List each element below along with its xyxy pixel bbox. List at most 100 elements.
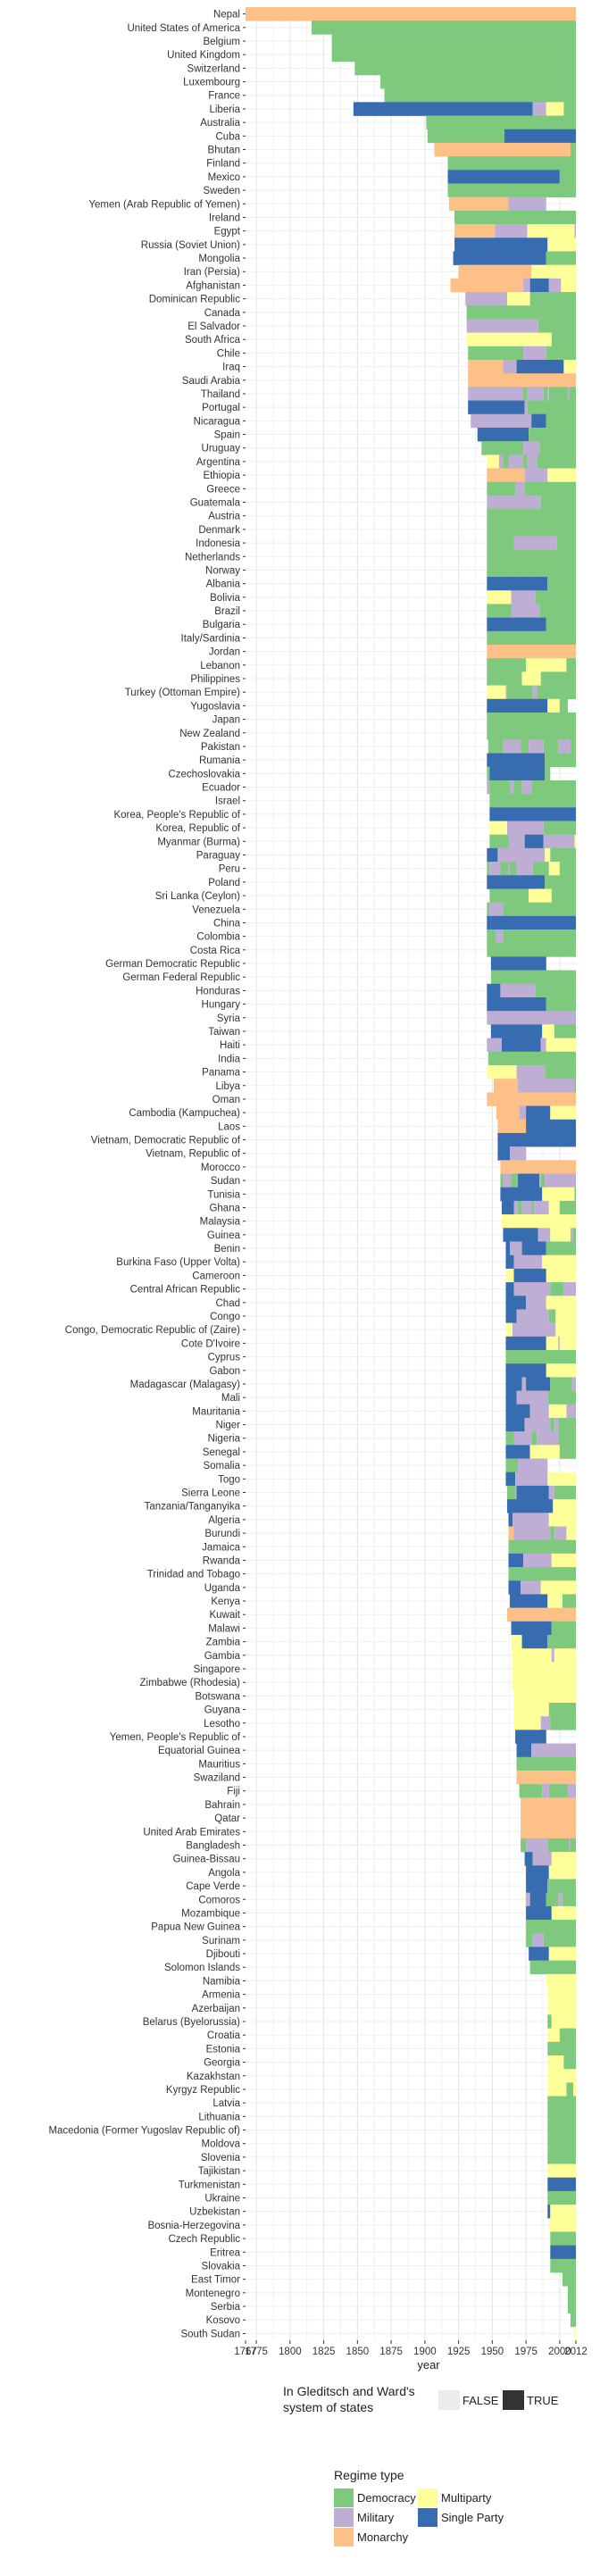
- bar-segment: [471, 413, 532, 429]
- legend-label-monarchy: Monarchy: [357, 2530, 409, 2544]
- y-tick-label: Turkey (Ottoman Empire): [125, 688, 240, 698]
- bar-segment: [551, 1553, 576, 1568]
- x-tick-label: 1850: [346, 2347, 370, 2357]
- bar-segment: [546, 251, 576, 265]
- bar-segment: [487, 930, 496, 944]
- bar-segment: [511, 1173, 519, 1188]
- y-tick-label: Chad: [216, 1298, 241, 1309]
- y-tick-label: South Africa: [185, 335, 241, 346]
- bar-segment: [529, 888, 552, 903]
- y-tick-label: Belgium: [203, 37, 240, 47]
- y-tick-label: Equatorial Guinea: [158, 1746, 241, 1756]
- bar-segment: [521, 1838, 527, 1853]
- y-tick-label: Guinea: [207, 1230, 241, 1241]
- bar-segment: [547, 387, 549, 401]
- bar-segment: [572, 1228, 576, 1242]
- y-tick-label: Cambodia (Kampuchea): [129, 1108, 240, 1119]
- bar-segment: [526, 1105, 551, 1121]
- y-tick-label: Switzerland: [188, 63, 240, 74]
- bar-segment: [468, 359, 504, 374]
- bar-segment: [508, 1539, 576, 1555]
- bar-segment: [535, 983, 576, 998]
- bar-segment: [554, 1485, 576, 1500]
- y-tick-label: Albania: [206, 579, 241, 590]
- bar-segment: [550, 1228, 571, 1242]
- bar-segment: [539, 441, 576, 455]
- bar-segment: [529, 292, 576, 306]
- bar-segment: [546, 1892, 559, 1907]
- bar-segment: [551, 1648, 554, 1663]
- bar-segment: [524, 400, 528, 415]
- bar-segment: [506, 1607, 576, 1622]
- bar-segment: [521, 671, 541, 686]
- bar-segment: [487, 943, 576, 957]
- legend-gw-title-line1: In Gleditsch and Ward's: [283, 2384, 415, 2398]
- y-tick-label: Ecuador: [202, 783, 240, 794]
- bar-segment: [501, 1038, 541, 1053]
- x-tick-label: 1825: [312, 2347, 336, 2357]
- bar-segment: [547, 2205, 551, 2219]
- bar-segment: [547, 2028, 560, 2043]
- bar-segment: [516, 1309, 549, 1323]
- bar-segment: [454, 238, 548, 252]
- bar-segment: [331, 47, 576, 63]
- bar-segment: [540, 671, 576, 686]
- bar-segment: [511, 1635, 522, 1649]
- y-tick-label: El Salvador: [188, 321, 240, 332]
- bar-segment: [487, 1038, 502, 1053]
- bar-segment: [513, 292, 530, 306]
- bar-segment: [550, 1526, 554, 1540]
- bar-segment: [426, 115, 576, 130]
- bar-segment: [537, 454, 576, 469]
- y-tick-label: Norway: [205, 565, 240, 576]
- bar-segment: [543, 387, 548, 401]
- legend-gw-true-swatch: [503, 2390, 524, 2410]
- bar-segment: [547, 2096, 576, 2111]
- bar-segment: [548, 1784, 568, 1798]
- bar-segment: [531, 1200, 535, 1215]
- y-tick-label: Qatar: [214, 1813, 240, 1824]
- y-tick-label: Tunisia: [207, 1189, 240, 1200]
- bar-segment: [547, 577, 576, 591]
- y-tick-label: Morocco: [201, 1163, 240, 1173]
- bar-segment: [508, 454, 524, 469]
- bar-segment: [447, 183, 576, 197]
- bar-segment: [500, 862, 509, 876]
- y-tick-label: Costa Rica: [190, 946, 241, 956]
- y-tick-label: Serbia: [211, 2302, 241, 2313]
- bar-segment: [468, 400, 525, 415]
- bar-segment: [505, 1349, 576, 1364]
- bar-segment: [454, 224, 496, 238]
- bar-segment: [503, 739, 521, 754]
- bar-segment: [510, 862, 517, 876]
- bar-segment: [567, 2286, 576, 2300]
- y-tick-label: Sri Lanka (Ceylon): [155, 891, 240, 902]
- bar-segment: [487, 522, 576, 537]
- legend-swatch-monarchy: [334, 2528, 354, 2547]
- bar-segment: [246, 7, 312, 21]
- bar-segment: [523, 1553, 552, 1568]
- bar-segment: [521, 1797, 576, 1812]
- bar-segment: [487, 997, 546, 1012]
- bar-segment: [503, 359, 517, 374]
- y-tick-label: Eritrea: [210, 2247, 240, 2258]
- bar-segment: [543, 739, 559, 754]
- bar-segment: [513, 536, 557, 550]
- bar-segment: [501, 1200, 514, 1215]
- bar-segment: [570, 2313, 576, 2328]
- y-tick-label: Bahrain: [204, 1800, 240, 1811]
- y-tick-label: Israel: [215, 796, 240, 807]
- bar-segment: [547, 2001, 576, 2015]
- bar-segment: [547, 1471, 576, 1487]
- bar-segment: [510, 1011, 576, 1025]
- bar-segment: [550, 2258, 576, 2273]
- y-tick-label: Azerbaijan: [192, 2004, 240, 2014]
- bar-segment: [515, 481, 525, 496]
- bar-segment: [468, 373, 576, 388]
- legend-gw: In Gleditsch and Ward's system of states…: [283, 2384, 559, 2414]
- bar-segment: [505, 1309, 517, 1323]
- bar-segment: [490, 970, 576, 985]
- bar-segment: [543, 1933, 576, 1947]
- bar-segment: [489, 794, 576, 808]
- bar-segment: [512, 1648, 552, 1663]
